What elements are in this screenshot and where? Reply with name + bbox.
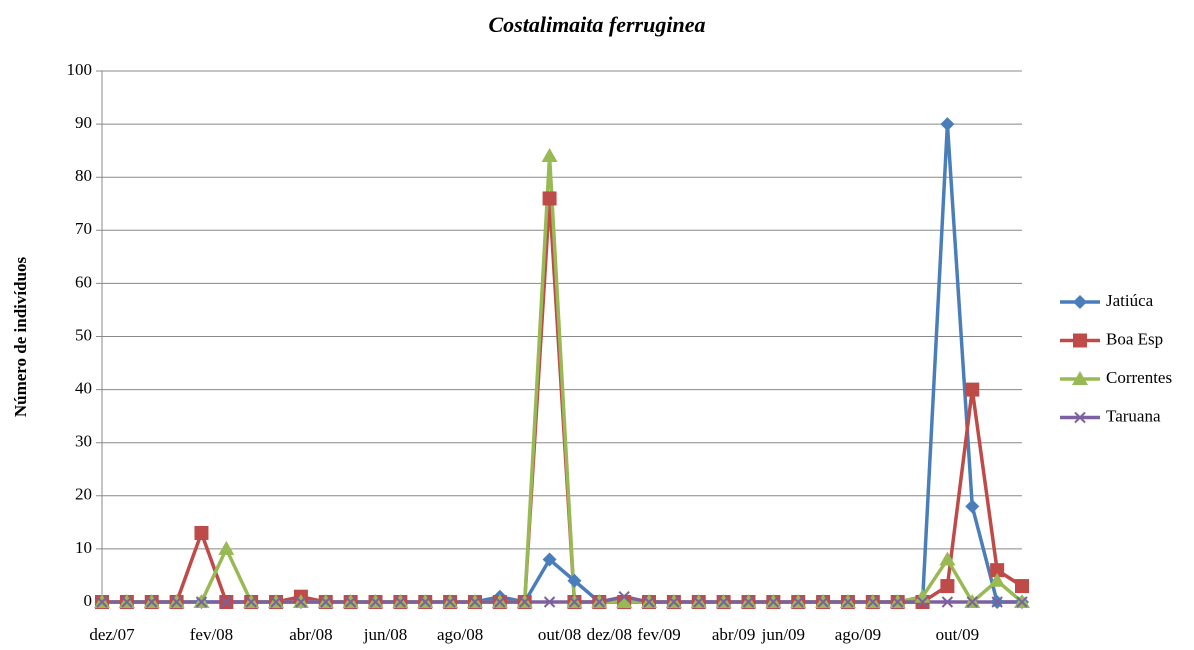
point	[792, 596, 804, 608]
point	[518, 596, 531, 608]
series-line	[102, 594, 1022, 604]
point	[717, 596, 730, 608]
point	[320, 596, 332, 608]
y-tick-label: 30	[75, 432, 92, 451]
chart-title: Costalimaita ferruginea	[489, 12, 706, 37]
y-tick-label: 50	[75, 325, 92, 344]
point	[394, 596, 407, 608]
point	[121, 596, 133, 608]
point	[568, 596, 581, 608]
point	[542, 552, 557, 567]
point	[96, 596, 108, 608]
x-tick-label: fev/09	[637, 625, 680, 644]
point	[1016, 596, 1028, 608]
point	[939, 551, 956, 566]
point	[693, 596, 705, 608]
point	[218, 540, 235, 555]
point	[1073, 333, 1087, 348]
y-tick-label: 10	[75, 538, 92, 557]
legend-label: Boa Esp	[1106, 329, 1163, 348]
point	[916, 596, 929, 608]
x-tick-label: out/08	[538, 625, 581, 644]
x-tick-label: fev/08	[190, 625, 233, 644]
point	[842, 596, 854, 608]
point	[567, 573, 582, 588]
point	[220, 596, 233, 608]
y-tick-label: 40	[75, 379, 92, 398]
x-tick-label: dez/08	[587, 625, 632, 644]
point	[170, 596, 183, 608]
y-tick-label: 90	[75, 113, 92, 132]
point	[991, 596, 1003, 608]
x-tick-label: abr/08	[289, 625, 332, 644]
point	[668, 596, 680, 608]
point	[940, 579, 955, 594]
point	[965, 382, 980, 397]
y-tick-label: 80	[75, 166, 92, 185]
point	[1074, 411, 1086, 424]
y-tick-label: 70	[75, 219, 92, 238]
point	[369, 596, 382, 608]
point	[891, 596, 904, 608]
point	[990, 563, 1005, 578]
point	[1072, 371, 1088, 385]
legend-label: Taruana	[1106, 406, 1161, 425]
point	[1015, 579, 1029, 594]
point	[966, 596, 978, 608]
series-line	[102, 154, 1024, 604]
legend-label: Jatiúca	[1106, 291, 1154, 310]
x-tick-label: ago/09	[835, 625, 881, 644]
point	[965, 499, 980, 514]
point	[344, 596, 357, 608]
point	[542, 191, 557, 206]
y-tick-label: 20	[75, 485, 92, 504]
point	[593, 596, 606, 608]
point	[867, 596, 879, 608]
point	[543, 596, 556, 608]
point	[194, 525, 209, 540]
point	[541, 147, 558, 162]
y-axis-label: Número de indivíduos	[11, 256, 30, 417]
x-tick-label: abr/09	[712, 625, 755, 644]
point	[742, 596, 755, 608]
point	[767, 596, 780, 608]
x-tick-label: jun/08	[363, 625, 407, 644]
x-tick-label: out/09	[936, 625, 979, 644]
y-tick-label: 100	[67, 60, 93, 79]
point	[419, 596, 431, 608]
point	[989, 572, 1006, 587]
legend-label: Correntes	[1106, 368, 1172, 387]
point	[444, 596, 456, 608]
y-tick-label: 60	[75, 272, 92, 291]
point	[245, 596, 257, 608]
point	[817, 596, 829, 608]
y-tick-label: 0	[84, 591, 93, 610]
x-tick-label: jun/09	[761, 625, 805, 644]
point	[618, 590, 630, 603]
x-tick-label: dez/07	[89, 625, 135, 644]
point	[1073, 295, 1087, 309]
point	[494, 596, 506, 608]
point	[940, 117, 955, 132]
point	[616, 594, 633, 608]
point	[643, 596, 655, 608]
point	[270, 596, 282, 608]
point	[146, 596, 158, 608]
point	[295, 596, 307, 608]
point	[941, 596, 954, 608]
x-tick-label: ago/08	[437, 625, 483, 644]
point	[195, 596, 208, 608]
point	[469, 596, 481, 608]
